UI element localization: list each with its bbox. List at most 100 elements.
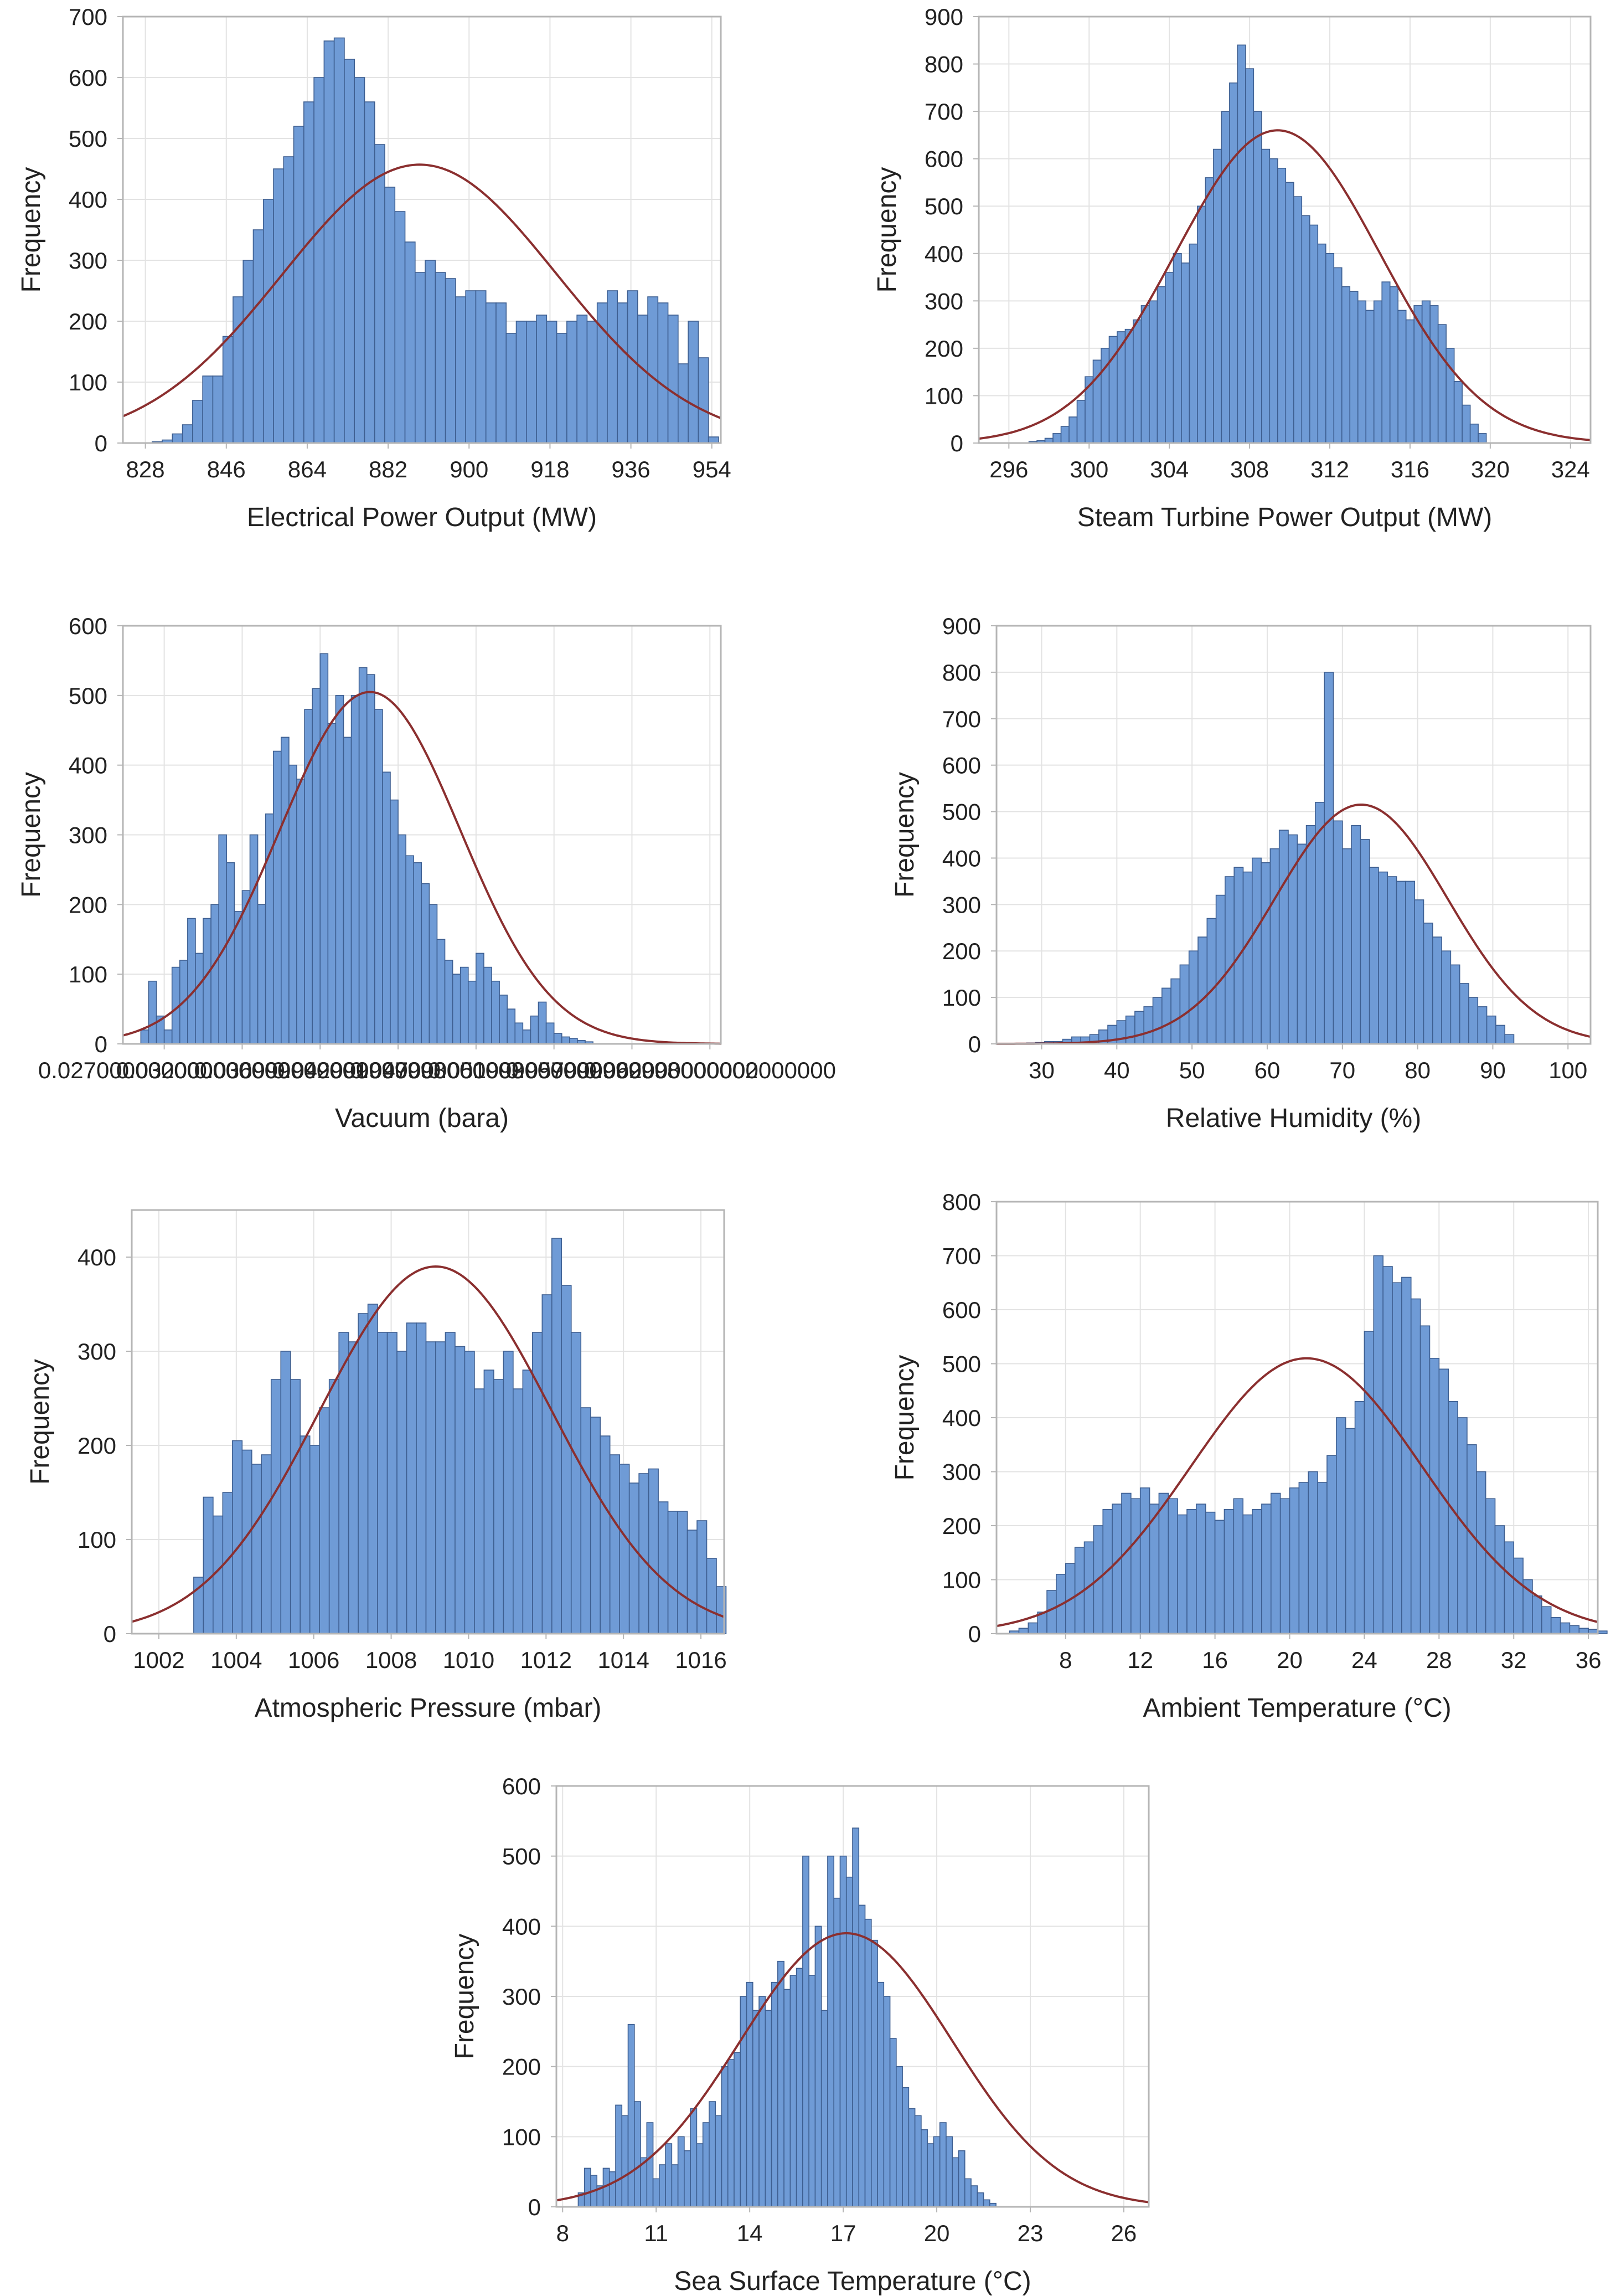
- histogram-bar: [1504, 1034, 1515, 1044]
- histogram-bar: [416, 1322, 427, 1634]
- x-tick-label: 316: [1391, 456, 1429, 482]
- histogram-bar: [514, 1022, 524, 1044]
- histogram-bar: [293, 126, 304, 444]
- x-tick-label: 20: [924, 2220, 950, 2246]
- histogram-bar: [394, 211, 406, 444]
- histogram-bar: [203, 918, 211, 1044]
- histogram-bar: [465, 290, 477, 444]
- x-tick-label: 8: [556, 2220, 569, 2246]
- histogram-bar: [1325, 253, 1335, 444]
- x-tick-label: 312: [1310, 456, 1349, 482]
- histogram-bar: [615, 2104, 623, 2207]
- histogram-bar: [1387, 876, 1397, 1044]
- x-tick-label: 1012: [520, 1647, 572, 1673]
- histogram-bar: [1224, 1509, 1235, 1634]
- histogram-bar: [1450, 964, 1460, 1044]
- x-tick-label: 1002: [133, 1647, 184, 1673]
- histogram-bar: [646, 2122, 654, 2207]
- histogram-bar: [1298, 1482, 1309, 1634]
- histogram-bar: [671, 2164, 679, 2207]
- histogram-bar: [1124, 328, 1134, 444]
- y-tick-label: 600: [925, 146, 963, 172]
- histogram-bar: [1396, 881, 1406, 1044]
- histogram-bar: [1269, 848, 1280, 1044]
- histogram-bar: [580, 1407, 591, 1634]
- histogram-bar: [1354, 1401, 1365, 1634]
- histogram-bar: [374, 144, 385, 444]
- histogram-bar: [765, 2010, 772, 2207]
- histogram-bar: [600, 1435, 611, 1634]
- y-tick-label: 500: [502, 1844, 541, 1870]
- histogram-bar: [684, 2150, 691, 2207]
- histogram-bar: [172, 433, 183, 444]
- histogram-bar: [658, 1501, 669, 1634]
- histogram-bar: [1205, 177, 1214, 444]
- histogram-bar: [1301, 215, 1310, 444]
- histogram-bar: [566, 321, 577, 444]
- histogram-bar: [1149, 300, 1158, 444]
- histogram-bar: [425, 260, 436, 444]
- histogram-bar: [1242, 871, 1253, 1044]
- histogram-bar: [619, 1464, 630, 1634]
- histogram-bar: [1213, 148, 1222, 444]
- histogram-bar: [1060, 426, 1070, 444]
- histogram-4: 30 40 50 60 70 80 90 100 0 100 200 300 400 500 600 700 8…: [890, 613, 1592, 1133]
- x-tick-label: 23: [1018, 2220, 1044, 2246]
- histogram-bar: [789, 1975, 797, 2207]
- x-axis-title: Sea Surface Temperature (°C): [674, 2267, 1031, 2296]
- y-tick-label: 700: [942, 706, 981, 732]
- histogram-bar: [952, 2157, 959, 2207]
- histogram-bar: [1475, 1471, 1486, 1634]
- y-tick-label: 400: [69, 187, 107, 213]
- histogram-bar: [485, 302, 497, 444]
- histogram-bar: [476, 953, 484, 1044]
- histogram-bar: [546, 321, 557, 444]
- histogram-bar: [802, 1855, 809, 2207]
- x-tick-label: 900: [450, 456, 488, 482]
- histogram-bar: [561, 1036, 570, 1044]
- histogram-bar: [290, 1379, 301, 1634]
- x-tick-label: 300: [1070, 456, 1108, 482]
- histogram-bar: [483, 1370, 494, 1634]
- histogram-bar: [740, 1996, 747, 2207]
- normal-fit-curve: [556, 1932, 1149, 2204]
- x-tick-label: 954: [693, 456, 731, 482]
- histogram-bar: [328, 1379, 339, 1634]
- histogram-bar: [405, 855, 415, 1044]
- histogram-bar: [983, 2199, 990, 2207]
- histogram-bar: [303, 101, 314, 444]
- histogram-bar: [335, 695, 344, 1044]
- histogram-bar: [1429, 305, 1439, 444]
- histogram-bar: [1360, 839, 1370, 1044]
- histogram-bar: [1309, 224, 1319, 444]
- x-tick-label: 14: [737, 2220, 763, 2246]
- y-tick-label: 600: [942, 753, 981, 779]
- y-tick-label: 100: [69, 961, 107, 987]
- y-tick-label: 300: [78, 1339, 116, 1365]
- histogram-bar: [659, 2164, 666, 2207]
- histogram-bar: [1541, 1606, 1552, 1634]
- histogram-bar: [270, 1379, 282, 1634]
- histogram-bar: [313, 77, 325, 444]
- histogram-bar: [323, 40, 335, 444]
- histogram-bar: [1397, 310, 1407, 444]
- y-tick-label: 100: [942, 985, 981, 1011]
- histogram-bar: [1245, 68, 1255, 444]
- histogram-bar: [386, 1332, 397, 1634]
- histogram-bar: [667, 315, 679, 444]
- histogram-bar: [350, 695, 360, 1044]
- y-tick-label: 600: [69, 65, 107, 91]
- y-tick-label: 800: [925, 52, 963, 78]
- histogram-bar: [435, 1341, 446, 1634]
- y-axis-title: Frequency: [25, 1359, 55, 1485]
- histogram-bar: [1419, 1325, 1431, 1634]
- y-axis-title: Frequency: [890, 1355, 920, 1481]
- histogram-bar: [758, 1996, 766, 2207]
- histogram-bar: [415, 272, 426, 444]
- histogram-bar: [413, 862, 422, 1044]
- x-tick-label: 80: [1405, 1057, 1431, 1083]
- histogram-bar: [609, 1454, 620, 1634]
- x-tick-label: 846: [207, 456, 246, 482]
- histogram-bar: [1297, 843, 1307, 1044]
- histogram-bar: [163, 1029, 173, 1044]
